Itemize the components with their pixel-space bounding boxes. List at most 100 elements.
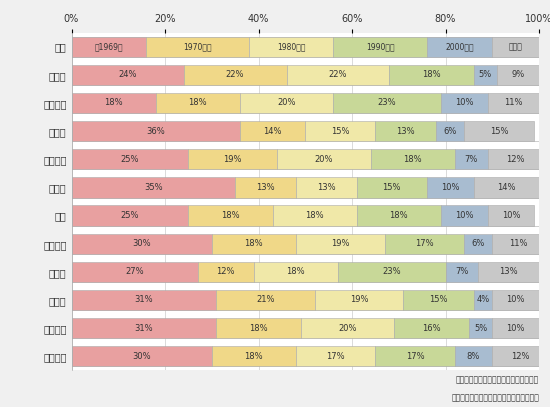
Text: 1990年代: 1990年代 [366,42,394,51]
Text: 1970年代: 1970年代 [183,42,212,51]
Bar [333,93,441,113]
Bar [72,177,235,197]
Bar [296,346,375,366]
Bar [72,37,146,57]
Bar [156,93,240,113]
Text: 22%: 22% [226,70,244,79]
Text: 17%: 17% [415,239,434,248]
Text: 19%: 19% [223,155,242,164]
Bar [441,206,487,225]
Text: 18%: 18% [404,155,422,164]
Text: （約１１，０００事業所の拡大後の集計）: （約１１，０００事業所の拡大後の集計） [451,393,539,402]
Bar [272,206,356,225]
Bar [188,149,277,169]
Text: 18%: 18% [245,239,263,248]
Bar [469,318,492,338]
Bar [492,290,539,310]
Text: 17%: 17% [326,352,345,361]
Text: 7%: 7% [455,267,469,276]
Bar [488,149,544,169]
Text: 5%: 5% [474,324,487,333]
Text: 15%: 15% [490,127,509,136]
Text: 13%: 13% [499,267,518,276]
Text: 10%: 10% [441,183,459,192]
Bar [404,290,474,310]
Bar [384,234,464,254]
Bar [305,121,375,141]
Bar [492,37,539,57]
Text: 18%: 18% [389,211,408,220]
Text: 25%: 25% [120,211,139,220]
Text: 12%: 12% [507,155,525,164]
Bar [389,65,474,85]
Text: 10%: 10% [455,98,474,107]
Text: 10%: 10% [455,211,474,220]
Text: 18%: 18% [422,70,441,79]
Bar [212,234,296,254]
Text: 13%: 13% [317,183,336,192]
Bar [315,290,404,310]
Text: 18%: 18% [305,211,324,220]
Bar [492,346,548,366]
Text: 11%: 11% [504,98,522,107]
Text: 24%: 24% [118,70,137,79]
Text: 35%: 35% [144,183,163,192]
Text: 11%: 11% [509,239,527,248]
Text: 13%: 13% [397,127,415,136]
Bar [333,37,427,57]
Text: 2000年代: 2000年代 [445,42,474,51]
Text: 5%: 5% [478,70,492,79]
Bar [217,290,315,310]
Bar [478,262,539,282]
Text: 23%: 23% [378,98,397,107]
Text: 18%: 18% [249,324,268,333]
Bar [72,234,212,254]
Text: 10%: 10% [507,295,525,304]
Text: 18%: 18% [221,211,240,220]
Bar [235,177,296,197]
Text: 14%: 14% [497,183,515,192]
Bar [394,318,469,338]
Text: 8%: 8% [467,352,480,361]
Text: 31%: 31% [135,295,153,304]
Bar [474,177,539,197]
Bar [464,121,535,141]
Text: 15%: 15% [429,295,448,304]
Bar [436,121,464,141]
Bar [72,65,184,85]
Text: 7%: 7% [465,155,478,164]
Bar [300,318,394,338]
Bar [455,149,488,169]
Text: 36%: 36% [146,127,165,136]
Bar [240,121,305,141]
Text: 21%: 21% [256,295,275,304]
Bar [487,206,534,225]
Bar [492,234,543,254]
Bar [277,149,371,169]
Text: 20%: 20% [338,324,356,333]
Text: 6%: 6% [471,239,485,248]
Text: 1980年代: 1980年代 [277,42,305,51]
Bar [240,93,333,113]
Text: 無回答: 無回答 [509,42,522,51]
Text: 12%: 12% [511,352,530,361]
Bar [371,149,455,169]
Bar [464,234,492,254]
Text: 18%: 18% [245,352,263,361]
Text: 20%: 20% [277,98,296,107]
Text: 16%: 16% [422,324,441,333]
Text: 資料：物流基礎調査（実態アンケート）: 資料：物流基礎調査（実態アンケート） [456,376,539,385]
Bar [497,65,539,85]
Text: 17%: 17% [406,352,425,361]
Bar [184,65,287,85]
Bar [146,37,249,57]
Text: 20%: 20% [315,155,333,164]
Text: 15%: 15% [331,127,350,136]
Text: 31%: 31% [135,324,153,333]
Bar [492,318,539,338]
Text: 27%: 27% [125,267,144,276]
Bar [72,206,188,225]
Bar [427,37,492,57]
Bar [356,177,427,197]
Bar [212,346,296,366]
